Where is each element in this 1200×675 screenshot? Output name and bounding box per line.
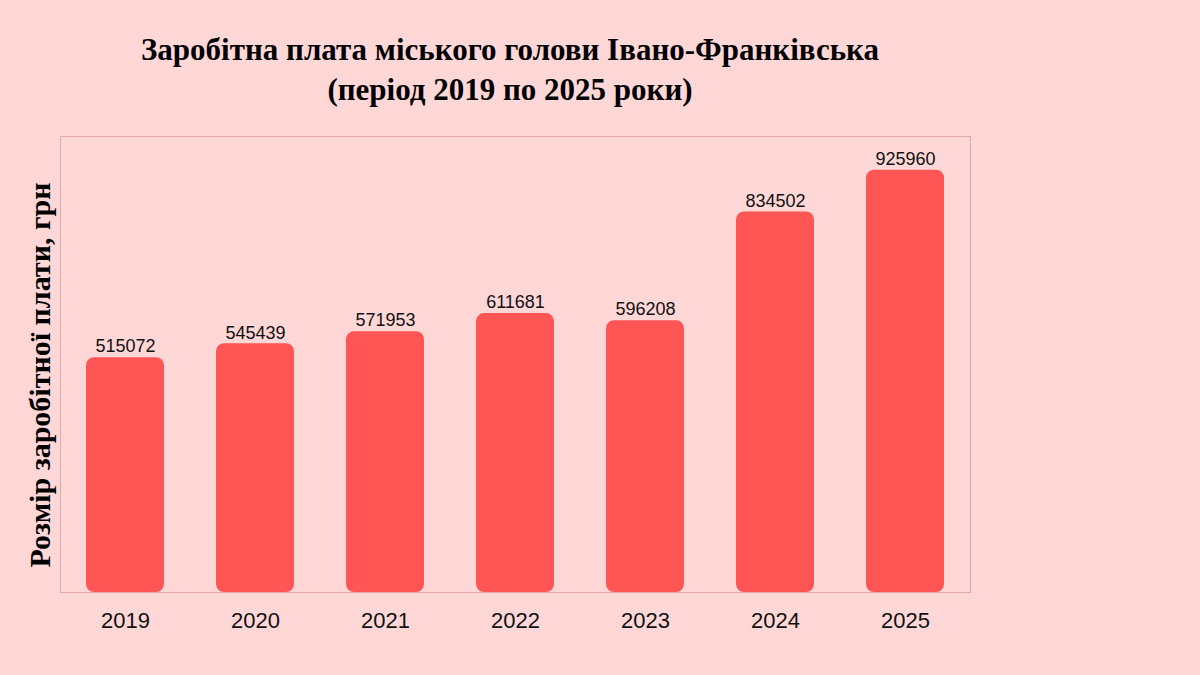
svg-text:2022: 2022 <box>491 608 540 633</box>
html-text:Розмір заробітної плати, грн: Розмір заробітної плати, грн <box>23 182 56 568</box>
svg-text:596208: 596208 <box>615 299 675 319</box>
svg-text:2021: 2021 <box>361 608 410 633</box>
svg-text:2020: 2020 <box>231 608 280 633</box>
html-text:(період 2019 по 2025 роки): (період 2019 по 2025 роки) <box>327 72 693 107</box>
svg-text:2023: 2023 <box>621 608 670 633</box>
svg-text:2025: 2025 <box>881 608 930 633</box>
html-text:Заробітна плата міського голов: Заробітна плата міського голови Івано-Фр… <box>141 32 879 67</box>
svg-text:515072: 515072 <box>95 336 155 356</box>
svg-text:2019: 2019 <box>101 608 150 633</box>
svg-text:2024: 2024 <box>751 608 800 633</box>
svg-text:545439: 545439 <box>225 323 285 343</box>
svg-text:571953: 571953 <box>355 310 415 330</box>
svg-text:611681: 611681 <box>486 292 545 312</box>
svg-text:925960: 925960 <box>875 149 935 169</box>
svg-text:834502: 834502 <box>745 191 805 211</box>
